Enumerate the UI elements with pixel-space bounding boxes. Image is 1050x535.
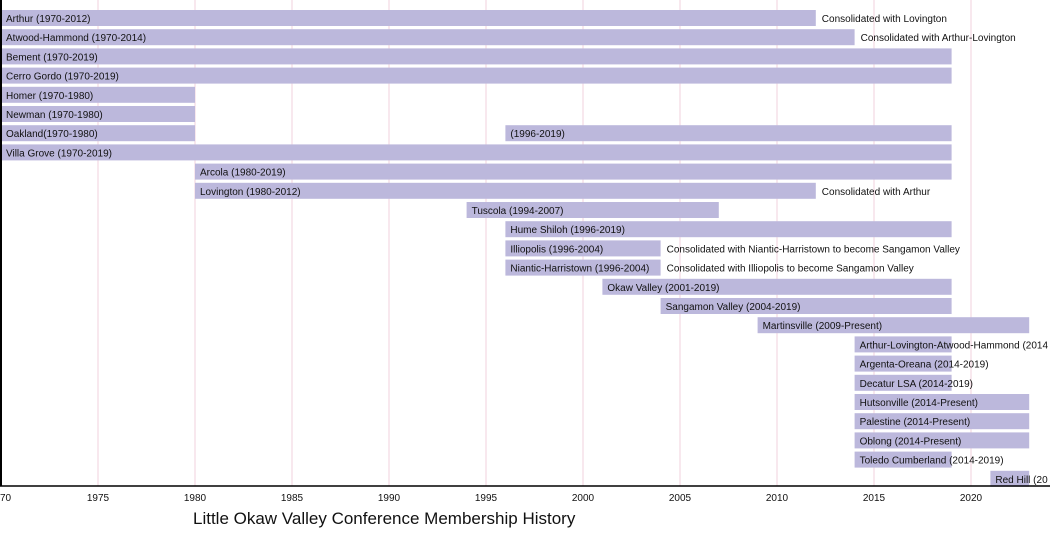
bar-label: Arthur-Lovington-Atwood-Hammond (2014 [860, 340, 1049, 351]
bar-label: Newman (1970-1980) [6, 110, 103, 121]
bar-label: Niantic-Harristown (1996-2004) [510, 264, 649, 275]
bar-label: Toledo Cumberland (2014-2019) [860, 456, 1004, 467]
membership-bar [854, 355, 952, 372]
bar-label: (1996-2019) [510, 129, 564, 140]
membership-bar [854, 374, 952, 391]
consolidation-note: Consolidated with Arthur [822, 187, 931, 198]
membership-bar [854, 336, 952, 353]
bar-label: Oakland(1970-1980) [6, 129, 98, 140]
timeline-row: Bement (1970-2019) [1, 48, 952, 65]
x-tick-label: 1975 [87, 493, 110, 504]
membership-bar [505, 125, 952, 142]
x-tick-label: 2015 [863, 493, 886, 504]
timeline-row: Martinsville (2009-Present) [757, 317, 1030, 334]
timeline-row: Hume Shiloh (1996-2019) [505, 221, 952, 238]
consolidation-note: Consolidated with Lovington [822, 14, 947, 25]
membership-bar [1, 67, 952, 84]
membership-bar [505, 240, 661, 257]
timeline-row: Arthur (1970-2012) Consolidated with Lovi… [1, 10, 947, 26]
membership-bar [660, 298, 952, 314]
x-tick-label: 70 [0, 493, 12, 504]
membership-bar [757, 317, 1030, 334]
membership-bar [466, 202, 719, 218]
timeline-row: Tuscola (1994-2007) [466, 202, 719, 218]
bar-label: Arthur (1970-2012) [6, 14, 91, 25]
timeline-row: Newman (1970-1980) [1, 106, 195, 122]
membership-bar [195, 182, 816, 199]
timeline-row: Okaw Valley (2001-2019) [602, 278, 952, 295]
bar-label: Hutsonville (2014-Present) [860, 398, 978, 409]
membership-bar [505, 221, 952, 238]
bar-label: Cerro Gordo (1970-2019) [6, 72, 119, 83]
bar-label: Oblong (2014-Present) [860, 436, 962, 447]
bar-label: Sangamon Valley (2004-2019) [666, 302, 801, 313]
timeline-row: Argenta-Oreana (2014-2019) [854, 355, 989, 372]
timeline-row: Sangamon Valley (2004-2019) [660, 298, 952, 314]
membership-bar [1, 106, 195, 122]
membership-bar [854, 394, 1030, 410]
membership-bar [1, 144, 952, 161]
x-tick-label: 1990 [378, 493, 401, 504]
bar-label: Tuscola (1994-2007) [472, 206, 564, 217]
timeline-row: Arcola (1980-2019) [195, 163, 952, 180]
timeline-row: Niantic-Harristown (1996-2004) Consolidat… [505, 259, 914, 276]
bar-label: Okaw Valley (2001-2019) [607, 283, 719, 294]
timeline-row: Toledo Cumberland (2014-2019) [854, 451, 1004, 468]
timeline-row: Arthur-Lovington-Atwood-Hammond (2014 [854, 336, 1049, 353]
membership-bar [1, 125, 195, 142]
x-tick-label: 2020 [960, 493, 983, 504]
consolidation-note: Consolidated with Illiopolis to become S… [667, 264, 914, 275]
timeline-row: Oblong (2014-Present) [854, 432, 1030, 449]
membership-bar [1, 10, 816, 26]
membership-bar [1, 48, 952, 65]
timeline-row: Cerro Gordo (1970-2019) [1, 67, 952, 84]
membership-bar [854, 432, 1030, 449]
timeline-row: Decatur LSA (2014-2019) [854, 374, 973, 391]
bar-label: Hume Shiloh (1996-2019) [510, 225, 625, 236]
membership-bar [854, 413, 1030, 430]
timeline-row: Oakland(1970-1980) (1996-2019) [1, 125, 952, 142]
membership-bar [602, 278, 952, 295]
x-tick-label: 2005 [669, 493, 692, 504]
x-tick-label: 1980 [184, 493, 207, 504]
timeline-row: Villa Grove (1970-2019) [1, 144, 952, 161]
bar-label: Palestine (2014-Present) [860, 417, 971, 428]
bar-label: Lovington (1980-2012) [200, 187, 301, 198]
membership-bar [1, 86, 195, 103]
x-tick-label: 2010 [766, 493, 789, 504]
bar-label: Decatur LSA (2014-2019) [860, 379, 973, 390]
timeline-row: Lovington (1980-2012) Consolidated with A… [195, 182, 931, 199]
timeline-row: Hutsonville (2014-Present) [854, 394, 1030, 410]
bar-label: Arcola (1980-2019) [200, 168, 286, 179]
timeline-row: Homer (1970-1980) [1, 86, 195, 103]
timeline-row: Illiopolis (1996-2004) Consolidated with … [505, 240, 960, 257]
membership-bar [505, 259, 661, 276]
x-tick-label: 1985 [281, 493, 304, 504]
membership-bar [854, 451, 952, 468]
bar-label: Argenta-Oreana (2014-2019) [860, 360, 989, 371]
timeline-row: Red Hill (20 [990, 470, 1048, 487]
bar-label: Homer (1970-1980) [6, 91, 93, 102]
bar-label: Red Hill (20 [995, 475, 1048, 486]
membership-bar [990, 470, 1030, 487]
x-tick-label: 1995 [475, 493, 498, 504]
timeline-row: Palestine (2014-Present) [854, 413, 1030, 430]
consolidation-note: Consolidated with Arthur-Lovington [861, 33, 1016, 44]
membership-bar [195, 163, 952, 180]
bar-label: Villa Grove (1970-2019) [6, 148, 112, 159]
bar-label: Martinsville (2009-Present) [763, 321, 883, 332]
x-tick-label: 2000 [572, 493, 595, 504]
bar-label: Illiopolis (1996-2004) [510, 244, 603, 255]
bar-label: Atwood-Hammond (1970-2014) [6, 33, 146, 44]
timeline-row: Atwood-Hammond (1970-2014) Consolidated w… [1, 29, 1016, 46]
membership-bar [1, 29, 855, 46]
bar-label: Bement (1970-2019) [6, 52, 98, 63]
chart-title: Little Okaw Valley Conference Membership… [193, 509, 576, 528]
consolidation-note: Consolidated with Niantic-Harristown to … [667, 244, 960, 255]
